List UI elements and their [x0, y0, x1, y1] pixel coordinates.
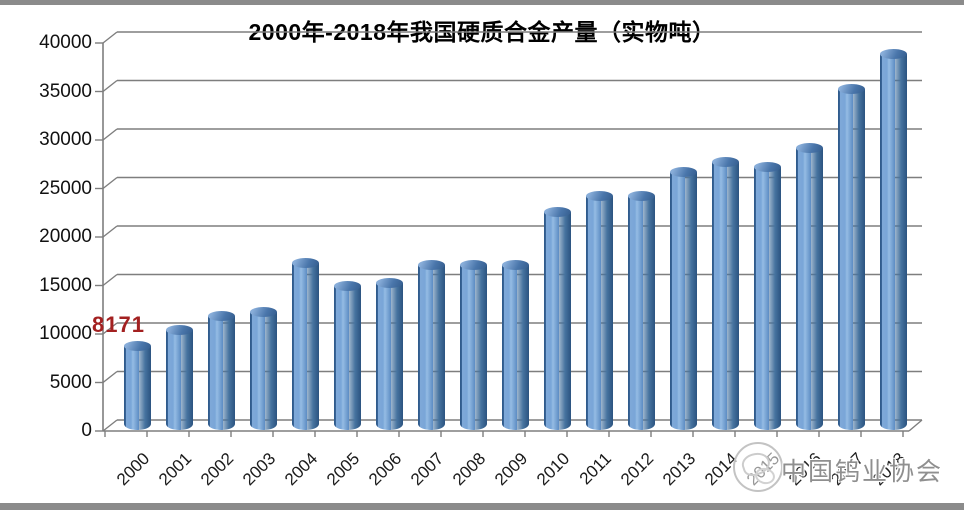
bar-top-cap — [375, 278, 403, 289]
bar-2017 — [837, 84, 865, 430]
bar-top-cap — [417, 259, 445, 270]
bar-top-cap — [543, 206, 571, 217]
bottom-border-strip — [0, 503, 964, 510]
bar-top-cap — [585, 191, 613, 202]
bar-2000 — [123, 340, 151, 430]
bar-top-cap — [501, 259, 529, 270]
y-axis-tick-label: 35000 — [39, 80, 92, 102]
bar-body — [543, 211, 571, 430]
bar-body — [249, 311, 277, 430]
bar-2008 — [459, 259, 487, 430]
bar-top-cap — [123, 340, 151, 351]
y-axis-tick-label: 5000 — [49, 371, 92, 393]
bar-body — [165, 329, 193, 430]
bar-body — [459, 264, 487, 430]
bar-2005 — [333, 281, 361, 430]
y-axis-tick-label: 10000 — [39, 323, 92, 344]
y-axis-tick-label: 25000 — [39, 177, 92, 199]
bar-2014 — [711, 157, 739, 430]
y-axis-tick-label: 15000 — [39, 274, 92, 296]
bar-2006 — [375, 278, 403, 430]
bar-body — [585, 196, 613, 430]
bar-top-cap — [711, 157, 739, 168]
bar-top-cap — [879, 49, 907, 60]
bar-2016 — [795, 142, 823, 430]
bar-body — [837, 89, 865, 430]
bar-top-cap — [459, 259, 487, 270]
bar-body — [627, 196, 655, 430]
bar-top-cap — [333, 281, 361, 292]
y-axis-tick-label: 40000 — [39, 32, 92, 53]
bar-body — [795, 147, 823, 430]
bar-top-cap — [753, 161, 781, 172]
bar-top-cap — [795, 142, 823, 153]
bar-top-cap — [165, 324, 193, 335]
bar-2002 — [207, 311, 235, 430]
y-axis-tick-label: 20000 — [39, 226, 92, 247]
bar-2018 — [879, 49, 907, 430]
bar-body — [711, 162, 739, 430]
data-label-2000: 8171 — [92, 311, 145, 337]
bar-2003 — [249, 306, 277, 430]
bar-2001 — [165, 324, 193, 430]
bar-body — [501, 264, 529, 430]
bar-top-cap — [249, 306, 277, 317]
top-border-strip — [0, 0, 964, 5]
bar-2004 — [291, 258, 319, 430]
bar-2010 — [543, 206, 571, 430]
bar-2011 — [585, 191, 613, 430]
bar-2015 — [753, 161, 781, 430]
bar-body — [669, 171, 697, 430]
bar-body — [879, 54, 907, 430]
bar-body — [417, 264, 445, 430]
bar-top-cap — [627, 191, 655, 202]
bar-body — [375, 283, 403, 430]
bar-top-cap — [669, 166, 697, 177]
y-axis-tick-label: 0 — [81, 420, 92, 441]
bar-top-cap — [837, 84, 865, 95]
bar-body — [753, 166, 781, 430]
bar-body — [207, 316, 235, 430]
bar-2009 — [501, 259, 529, 430]
bar-body — [333, 286, 361, 430]
bar-top-cap — [291, 258, 319, 268]
bar-top-cap — [207, 311, 235, 322]
bar-2007 — [417, 259, 445, 430]
bar-2012 — [627, 191, 655, 430]
bar-2013 — [669, 166, 697, 430]
y-axis-tick-label: 30000 — [39, 129, 92, 150]
bar-body — [123, 345, 151, 430]
bar-body — [291, 263, 319, 430]
